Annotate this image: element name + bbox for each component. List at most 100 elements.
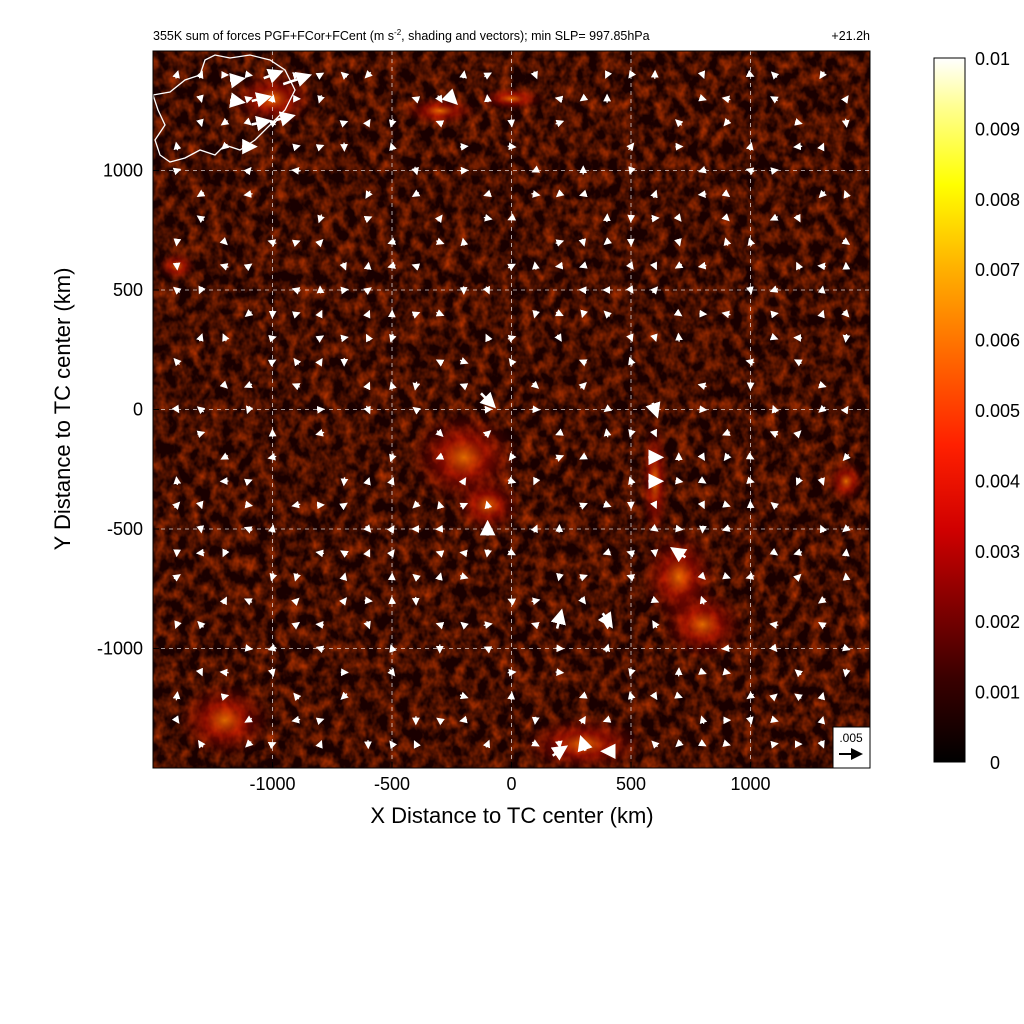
- small-vector: [219, 237, 228, 246]
- reference-vector-label: .005: [839, 731, 863, 745]
- small-vector: [745, 69, 755, 77]
- small-vector: [172, 286, 182, 295]
- small-vector: [842, 572, 851, 581]
- small-vector: [817, 691, 826, 701]
- small-vector: [339, 597, 347, 606]
- x-axis-label: X Distance to TC center (km): [370, 803, 653, 828]
- small-vector: [817, 715, 826, 725]
- small-vector: [603, 428, 612, 438]
- small-vector: [628, 476, 636, 486]
- small-vector: [387, 237, 397, 245]
- small-vector: [770, 740, 779, 749]
- small-vector: [267, 643, 277, 652]
- small-vector: [244, 309, 254, 318]
- colorbar-tick-label: 0.002: [975, 612, 1020, 632]
- small-vector: [244, 500, 254, 509]
- small-vector: [434, 214, 443, 224]
- small-vector: [795, 477, 803, 486]
- small-vector: [507, 476, 517, 485]
- small-vector: [389, 740, 398, 749]
- small-vector: [578, 715, 586, 725]
- small-vector: [649, 261, 657, 271]
- small-vector: [578, 595, 587, 605]
- small-vector: [317, 214, 325, 224]
- small-vector: [435, 621, 445, 630]
- small-vector: [317, 95, 325, 104]
- small-vector: [315, 357, 323, 367]
- small-vector: [531, 165, 541, 173]
- small-vector: [626, 333, 634, 343]
- colorbar-tick-label: 0.004: [975, 471, 1020, 491]
- y-tick-label: 1000: [103, 161, 143, 181]
- small-vector: [268, 524, 276, 533]
- heatmap-hotspots: [157, 70, 866, 768]
- small-vector: [817, 142, 825, 152]
- small-vector: [819, 524, 828, 534]
- small-vector: [507, 598, 517, 606]
- small-vector: [697, 261, 707, 270]
- small-vector: [650, 549, 659, 558]
- small-vector: [603, 404, 613, 413]
- small-vector: [458, 477, 467, 486]
- small-vector: [841, 405, 849, 415]
- small-vector: [436, 717, 445, 726]
- small-vector: [291, 287, 301, 295]
- small-vector: [412, 406, 421, 415]
- small-vector: [196, 118, 204, 128]
- small-vector: [507, 142, 517, 151]
- small-vector: [579, 502, 588, 510]
- small-vector: [628, 70, 637, 79]
- small-vector: [699, 595, 708, 605]
- small-vector: [219, 596, 227, 606]
- small-vector: [198, 285, 206, 295]
- large-vector: [550, 608, 566, 629]
- small-vector: [459, 383, 469, 391]
- small-vector: [411, 189, 421, 197]
- small-vector: [172, 262, 181, 271]
- colorbar-ticks: 0 0.001 0.002 0.003 0.004 0.005 0.006 0.007 0.00…: [975, 49, 1020, 773]
- small-vector: [389, 453, 397, 463]
- small-vector: [721, 524, 731, 532]
- small-vector: [722, 571, 731, 580]
- small-vector: [291, 166, 301, 175]
- small-vector: [579, 261, 588, 269]
- small-vector: [484, 549, 492, 558]
- small-vector: [435, 309, 445, 317]
- small-vector: [723, 237, 732, 247]
- small-vector: [697, 500, 705, 510]
- small-vector: [363, 118, 371, 128]
- small-vector: [435, 94, 443, 104]
- small-vector: [675, 739, 684, 748]
- small-vector: [627, 691, 636, 701]
- small-vector: [697, 382, 707, 391]
- small-vector: [817, 477, 825, 486]
- small-vector: [196, 94, 204, 104]
- small-vector: [770, 167, 779, 175]
- small-vector: [650, 286, 659, 295]
- small-vector: [315, 645, 325, 654]
- small-vector: [339, 502, 348, 511]
- small-vector: [652, 620, 660, 629]
- small-vector: [507, 668, 517, 677]
- small-vector: [650, 595, 660, 604]
- small-vector: [436, 500, 445, 510]
- small-vector: [219, 380, 228, 389]
- small-vector: [482, 739, 491, 749]
- small-vector: [674, 119, 684, 128]
- small-vector: [339, 120, 349, 128]
- small-vector: [459, 572, 469, 580]
- small-vector: [697, 190, 707, 198]
- small-vector: [195, 667, 203, 677]
- small-vector: [841, 237, 851, 245]
- small-vector: [817, 739, 825, 749]
- small-vector: [460, 621, 469, 630]
- small-vector: [675, 332, 683, 342]
- hotspot: [401, 96, 479, 126]
- large-vector: [275, 111, 296, 127]
- small-vector: [172, 574, 181, 582]
- small-vector: [793, 573, 802, 582]
- small-vector: [769, 693, 778, 702]
- small-vector: [507, 691, 516, 700]
- small-vector: [386, 549, 395, 558]
- small-vector: [459, 70, 468, 79]
